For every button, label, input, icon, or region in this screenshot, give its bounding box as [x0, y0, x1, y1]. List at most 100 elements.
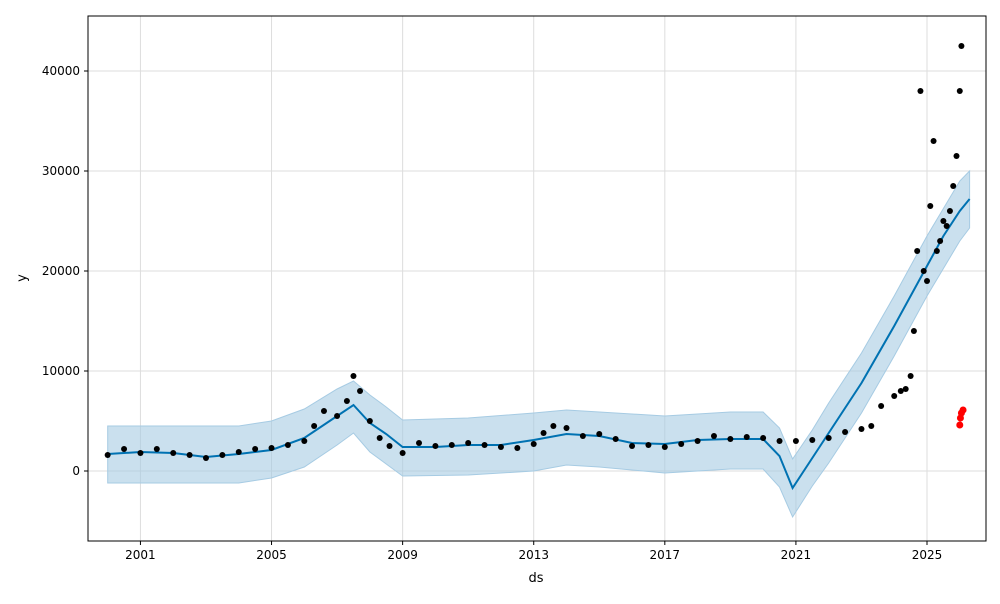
observed-point — [891, 393, 898, 399]
observed-point — [268, 445, 275, 451]
observed-point — [943, 223, 950, 229]
observed-point — [170, 450, 177, 456]
observed-point — [121, 446, 128, 452]
observed-point — [153, 446, 160, 452]
observed-point — [825, 435, 832, 441]
observed-point — [937, 238, 944, 244]
observed-point — [710, 433, 717, 439]
axes-frame — [87, 15, 987, 542]
observed-point — [376, 435, 383, 441]
plot-frame — [87, 15, 987, 542]
observed-point — [917, 88, 924, 94]
x-tick-label: 2021 — [781, 548, 812, 562]
observed-point — [416, 440, 423, 446]
y-tick-label: 30000 — [42, 164, 80, 178]
observed-point — [514, 445, 521, 451]
observed-point — [858, 426, 865, 432]
observed-point — [202, 455, 209, 461]
forecast-line — [107, 198, 971, 491]
observed-point — [645, 442, 652, 448]
observed-point — [235, 449, 242, 455]
observed-point — [540, 430, 547, 436]
observed-point — [563, 425, 570, 431]
observed-point — [311, 423, 318, 429]
highlight-point — [959, 406, 967, 414]
observed-point — [694, 438, 701, 444]
y-tick-label: 10000 — [42, 364, 80, 378]
observed-point — [902, 386, 909, 392]
x-tick-label: 2025 — [912, 548, 943, 562]
observed-point — [612, 436, 619, 442]
observed-point — [481, 442, 488, 448]
observed-point — [878, 403, 885, 409]
observed-point — [301, 438, 308, 444]
observed-point — [432, 443, 439, 449]
observed-point — [956, 88, 963, 94]
observed-point — [946, 208, 953, 214]
x-tick-label: 2009 — [387, 548, 418, 562]
observed-point — [550, 423, 557, 429]
observed-point — [137, 450, 144, 456]
observed-point — [448, 442, 455, 448]
y-tick-label: 40000 — [42, 64, 80, 78]
observed-point — [465, 440, 472, 446]
observed-point — [914, 248, 921, 254]
y-axis-label: y — [15, 274, 30, 282]
y-tick-label: 0 — [72, 464, 80, 478]
observed-point — [186, 452, 193, 458]
observed-point — [343, 398, 350, 404]
observed-point — [727, 436, 734, 442]
observed-point — [809, 437, 816, 443]
highlight-point — [956, 421, 964, 429]
observed-point — [897, 388, 904, 394]
observed-point — [252, 446, 259, 452]
observed-point — [950, 183, 957, 189]
gridlines — [88, 16, 986, 541]
observed-point — [792, 438, 799, 444]
observed-point — [320, 408, 327, 414]
observed-point — [678, 441, 685, 447]
observed-point — [958, 43, 965, 49]
observed-point — [924, 278, 931, 284]
observed-point — [399, 450, 406, 456]
y-tick-label: 20000 — [42, 264, 80, 278]
uncertainty-band — [107, 169, 971, 519]
observed-point — [743, 434, 750, 440]
observed-point — [350, 373, 357, 379]
observed-point — [629, 443, 636, 449]
observed-point — [868, 423, 875, 429]
observed-point — [357, 388, 364, 394]
observed-point — [219, 452, 226, 458]
x-axis-label: ds — [528, 571, 543, 586]
observed-point — [776, 438, 783, 444]
x-axis: 2001 2005 2009 2013 2017 2021 2025 — [125, 541, 942, 562]
observed-points — [104, 43, 965, 461]
observed-point — [920, 268, 927, 274]
x-tick-label: 2013 — [518, 548, 549, 562]
observed-point — [104, 452, 111, 458]
observed-point — [386, 443, 393, 449]
observed-point — [907, 373, 914, 379]
y-axis: 0 10000 20000 30000 40000 — [42, 64, 88, 478]
observed-point — [930, 138, 937, 144]
observed-point — [953, 153, 960, 159]
observed-point — [927, 203, 934, 209]
observed-point — [760, 435, 767, 441]
observed-point — [596, 431, 603, 437]
observed-point — [366, 418, 373, 424]
highlight-points — [956, 406, 967, 429]
x-tick-label: 2001 — [125, 548, 156, 562]
observed-point — [497, 444, 504, 450]
uncertainty-area — [107, 169, 971, 519]
observed-point — [579, 433, 586, 439]
observed-point — [530, 441, 537, 447]
observed-point — [334, 413, 341, 419]
observed-point — [940, 218, 947, 224]
forecast-series-line — [107, 198, 971, 491]
observed-point — [933, 248, 940, 254]
observed-point — [284, 442, 291, 448]
x-tick-label: 2017 — [650, 548, 681, 562]
observed-point — [661, 444, 668, 450]
